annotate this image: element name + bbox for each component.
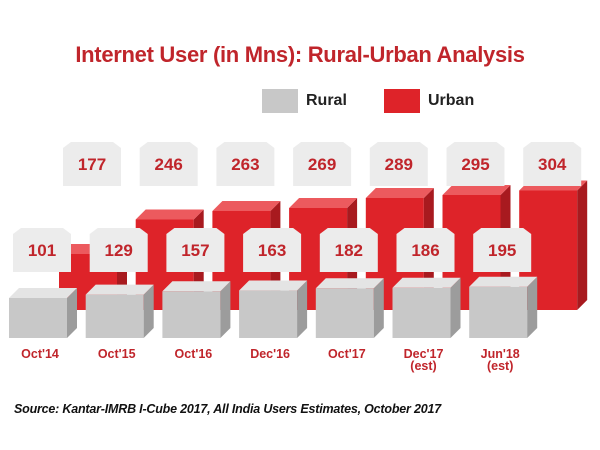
urban-bar-top-5 xyxy=(442,185,511,195)
rural-value-label-0: 101 xyxy=(28,241,56,260)
legend-swatch-rural xyxy=(262,89,298,113)
urban-label-box-5 xyxy=(446,142,505,186)
x-tick-line-6-1: (est) xyxy=(487,359,513,373)
urban-value-label-6: 304 xyxy=(538,155,567,174)
rural-bar-top-1 xyxy=(85,284,154,295)
rural-bar-side-5 xyxy=(450,277,461,338)
rural-bar-top-4 xyxy=(315,278,384,289)
x-tick-line-3-0: Dec'16 xyxy=(250,347,290,361)
urban-bar-top-3 xyxy=(289,198,358,208)
rural-bar-top-5 xyxy=(392,277,461,288)
rural-bar-side-4 xyxy=(373,278,384,338)
x-tick-line-2-0: Oct'16 xyxy=(175,347,213,361)
legend: Rural Urban xyxy=(0,88,600,118)
x-tick-label-0: Oct'14 xyxy=(21,347,59,361)
rural-label-box-4 xyxy=(319,228,378,272)
rural-label-box-6 xyxy=(473,228,532,272)
x-tick-line-5-1: (est) xyxy=(410,359,436,373)
urban-value-label-2: 263 xyxy=(231,155,259,174)
x-tick-label-1: Oct'15 xyxy=(98,347,136,361)
rural-value-label-1: 129 xyxy=(105,241,133,260)
legend-swatch-urban xyxy=(384,89,420,113)
x-tick-label-6: Jun'18 (est) xyxy=(481,347,520,373)
rural-bar-side-1 xyxy=(143,284,154,338)
x-tick-label-5: Dec'17 (est) xyxy=(404,347,444,373)
rural-bar-0 xyxy=(9,298,67,338)
urban-label-box-4 xyxy=(369,142,428,186)
chart-title: Internet User (in Mns): Rural-Urban Anal… xyxy=(75,42,525,67)
x-tick-line-5-0: Dec'17 xyxy=(404,347,444,361)
rural-value-label-5: 186 xyxy=(411,241,439,260)
urban-value-label-4: 289 xyxy=(385,155,413,174)
urban-label-box-6 xyxy=(523,142,582,186)
rural-label-box-0 xyxy=(13,228,71,272)
rural-bar-side-2 xyxy=(220,281,231,338)
urban-bar-side-6 xyxy=(577,180,588,310)
x-tick-line-6-0: Jun'18 xyxy=(481,347,520,361)
rural-bar-1 xyxy=(85,294,144,338)
rural-value-label-4: 182 xyxy=(335,241,363,260)
rural-bar-side-0 xyxy=(67,288,77,338)
urban-bar-top-1 xyxy=(135,209,204,220)
urban-value-label-3: 269 xyxy=(308,155,336,174)
urban-label-box-1 xyxy=(139,142,198,186)
legend-item-rural: Rural xyxy=(262,88,347,114)
rural-bar-side-3 xyxy=(297,280,308,338)
urban-bar-top-4 xyxy=(365,188,434,198)
rural-value-label-2: 157 xyxy=(181,241,209,260)
x-tick-line-0-0: Oct'14 xyxy=(21,347,59,361)
rural-bar-5 xyxy=(392,287,451,338)
rural-bar-2 xyxy=(162,291,221,338)
x-tick-line-4-0: Oct'17 xyxy=(328,347,366,361)
x-tick-line-1-0: Oct'15 xyxy=(98,347,136,361)
rural-label-box-1 xyxy=(89,228,148,272)
rural-bar-top-0 xyxy=(9,288,77,298)
rural-value-label-6: 195 xyxy=(488,241,516,260)
legend-label-urban: Urban xyxy=(428,92,475,109)
x-tick-label-3: Dec'16 xyxy=(250,347,290,361)
urban-label-box-0 xyxy=(63,142,121,186)
rural-bar-4 xyxy=(315,288,374,338)
rural-bar-top-3 xyxy=(239,280,308,291)
rural-bar-top-2 xyxy=(162,281,231,292)
rural-bar-side-6 xyxy=(527,276,538,338)
rural-bar-top-6 xyxy=(469,276,538,287)
legend-label-rural: Rural xyxy=(306,92,347,109)
rural-bar-3 xyxy=(239,290,298,338)
urban-label-box-3 xyxy=(293,142,352,186)
urban-bar-top-2 xyxy=(212,201,281,211)
legend-item-urban: Urban xyxy=(384,88,474,114)
urban-label-box-2 xyxy=(216,142,275,186)
urban-value-label-1: 246 xyxy=(155,155,183,174)
rural-bar-6 xyxy=(469,286,528,338)
x-tick-label-4: Oct'17 xyxy=(328,347,366,361)
source-note: Source: Kantar-IMRB I-Cube 2017, All Ind… xyxy=(14,402,441,416)
rural-label-box-2 xyxy=(166,228,225,272)
rural-value-label-3: 163 xyxy=(258,241,286,260)
rural-label-box-5 xyxy=(396,228,455,272)
urban-value-label-0: 177 xyxy=(78,155,106,174)
rural-label-box-3 xyxy=(243,228,302,272)
urban-value-label-5: 295 xyxy=(461,155,489,174)
x-tick-label-2: Oct'16 xyxy=(175,347,213,361)
